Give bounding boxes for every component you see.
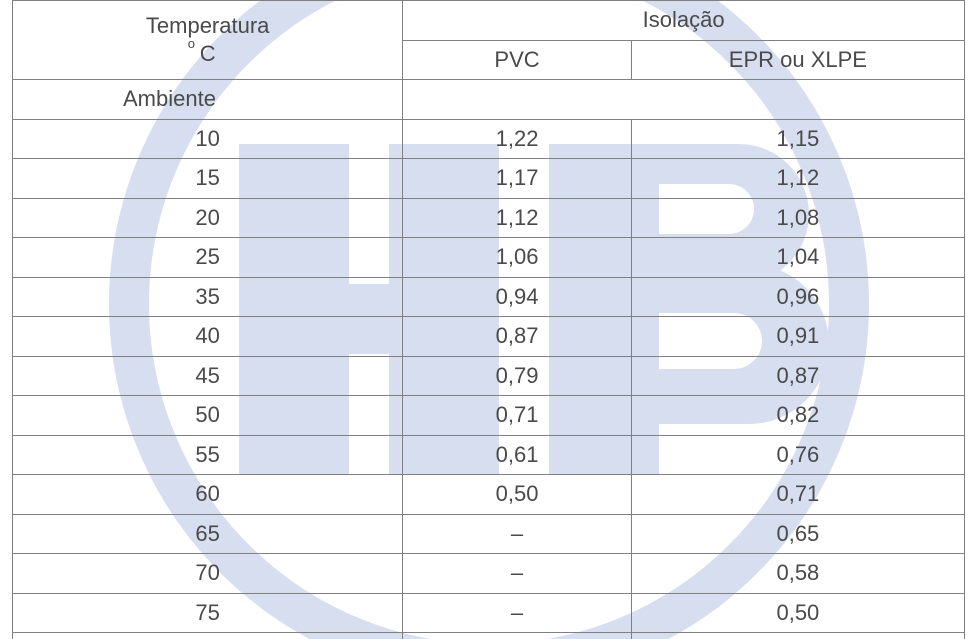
table-row: 450,790,87 (13, 356, 965, 396)
cell-epr-xlpe: 0,65 (631, 514, 964, 554)
cell-epr-xlpe: 0,71 (631, 475, 964, 515)
table-row: 101,221,15 (13, 119, 965, 159)
cell-temperature: 55 (13, 435, 403, 475)
cell-epr-xlpe: 0,58 (631, 554, 964, 594)
cell-temperature: 70 (13, 554, 403, 594)
table-row: 201,121,08 (13, 198, 965, 238)
cell-pvc: – (403, 633, 631, 639)
table-row: 75–0,50 (13, 593, 965, 633)
cell-pvc: 0,50 (403, 475, 631, 515)
table-row: 350,940,96 (13, 277, 965, 317)
table-row: 251,061,04 (13, 238, 965, 278)
cell-temperature: 25 (13, 238, 403, 278)
cell-pvc: 0,61 (403, 435, 631, 475)
table-row: 400,870,91 (13, 317, 965, 357)
correction-factors-table: Temperatura o C Isolação PVC EPR ou XLPE… (12, 0, 965, 639)
cell-epr-xlpe: 0,50 (631, 593, 964, 633)
cell-epr-xlpe: 0,91 (631, 317, 964, 357)
cell-epr-xlpe: 1,08 (631, 198, 964, 238)
cell-pvc: 1,12 (403, 198, 631, 238)
cell-pvc: – (403, 514, 631, 554)
cell-temperature: 65 (13, 514, 403, 554)
cell-pvc: 1,22 (403, 119, 631, 159)
cell-pvc: – (403, 593, 631, 633)
cell-epr-xlpe: 0,76 (631, 435, 964, 475)
header-ambiente-blank (403, 80, 965, 120)
header-isolacao: Isolação (403, 1, 965, 41)
cell-temperature: 50 (13, 396, 403, 436)
cell-temperature: 40 (13, 317, 403, 357)
table-row: 151,171,12 (13, 159, 965, 199)
cell-epr-xlpe: 0,82 (631, 396, 964, 436)
table-row: 65–0,65 (13, 514, 965, 554)
cell-epr-xlpe: 1,04 (631, 238, 964, 278)
header-pvc: PVC (403, 40, 631, 80)
cell-temperature: 10 (13, 119, 403, 159)
cell-temperature: 35 (13, 277, 403, 317)
table-row: 600,500,71 (13, 475, 965, 515)
table-row: 550,610,76 (13, 435, 965, 475)
table-body: 101,221,15151,171,12201,121,08251,061,04… (13, 119, 965, 639)
cell-epr-xlpe: 0,41 (631, 633, 964, 639)
header-temperatura-label: Temperatura (13, 12, 402, 40)
cell-pvc: 1,06 (403, 238, 631, 278)
cell-epr-xlpe: 1,15 (631, 119, 964, 159)
header-temperatura-unit: C (200, 41, 216, 66)
cell-pvc: 1,17 (403, 159, 631, 199)
header-temperatura: Temperatura o C (13, 1, 403, 80)
cell-temperature: 80 (13, 633, 403, 639)
degree-symbol: o (188, 36, 195, 52)
cell-epr-xlpe: 0,96 (631, 277, 964, 317)
cell-pvc: – (403, 554, 631, 594)
cell-pvc: 0,79 (403, 356, 631, 396)
cell-temperature: 45 (13, 356, 403, 396)
header-ambiente: Ambiente (13, 80, 403, 120)
cell-temperature: 20 (13, 198, 403, 238)
cell-pvc: 0,87 (403, 317, 631, 357)
cell-temperature: 15 (13, 159, 403, 199)
cell-pvc: 0,94 (403, 277, 631, 317)
table-row: 80–0,41 (13, 633, 965, 639)
header-epr-xlpe: EPR ou XLPE (631, 40, 964, 80)
cell-epr-xlpe: 1,12 (631, 159, 964, 199)
cell-temperature: 60 (13, 475, 403, 515)
cell-temperature: 75 (13, 593, 403, 633)
table-row: 70–0,58 (13, 554, 965, 594)
cell-pvc: 0,71 (403, 396, 631, 436)
cell-epr-xlpe: 0,87 (631, 356, 964, 396)
table-row: 500,710,82 (13, 396, 965, 436)
